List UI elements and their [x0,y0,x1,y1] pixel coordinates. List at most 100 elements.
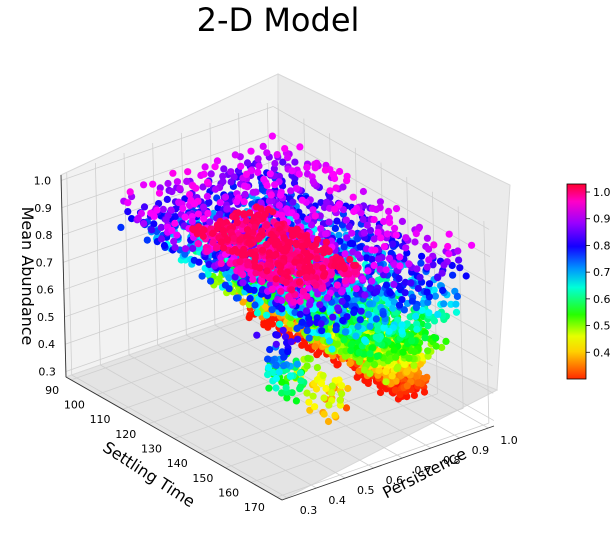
data-point [366,369,374,378]
data-point [267,191,275,199]
data-point [243,226,252,234]
data-point [198,272,206,280]
data-point [349,240,357,248]
data-point [364,310,373,319]
data-point [311,342,319,351]
data-point [302,307,311,315]
data-point [279,362,288,370]
data-point [237,162,245,170]
data-point [370,261,378,269]
data-point [214,224,222,233]
tick-label: 0.5 [37,311,55,324]
data-point [423,263,431,271]
data-point [376,198,384,206]
data-point [283,394,291,402]
data-point [366,350,374,358]
data-point [194,210,202,218]
data-point [372,315,380,323]
data-point [279,247,287,255]
data-point [453,292,461,300]
data-point [186,191,194,199]
data-point [335,231,343,239]
data-point [355,348,363,357]
grid-line [457,206,464,409]
data-point [382,281,391,289]
data-point [246,209,254,217]
data-point [432,334,440,342]
data-point [157,235,166,243]
data-point [462,272,470,280]
data-point [456,264,464,272]
data-point [331,224,339,232]
data-point [278,305,286,313]
tick-label: 0.4 [328,494,346,507]
data-point [373,352,381,360]
data-point [189,244,197,253]
data-point [468,241,476,249]
data-point [254,155,262,163]
data-point [258,278,266,286]
data-point [363,221,371,229]
data-point [233,198,241,206]
data-point [278,389,286,397]
data-point [333,217,341,225]
data-point [288,232,296,240]
data-point [263,181,271,190]
data-point [410,391,418,399]
tick-label: 0.6 [386,474,404,487]
grid-line [71,374,288,499]
data-point [143,236,151,244]
data-point [429,261,437,269]
data-point [361,336,369,344]
data-point [240,198,248,206]
colorbar-tick-label: 0.4 [593,346,611,359]
data-point [325,218,333,226]
data-point [140,220,148,228]
data-point [343,177,351,185]
data-point [410,361,418,369]
data-point [305,398,313,406]
data-point [431,292,439,300]
grid-line [94,162,101,366]
data-point [440,300,448,308]
data-point [355,367,363,375]
data-point [245,286,254,294]
data-point [432,342,440,350]
data-point [395,301,404,309]
data-point [359,215,367,224]
data-point [343,234,351,242]
tick-label: 110 [90,413,111,426]
data-point [425,280,434,288]
axis-line [60,174,67,378]
data-point [298,242,306,250]
data-point [223,236,231,244]
data-point [448,261,456,270]
data-point [275,201,283,209]
data-point [324,417,333,426]
data-point [385,299,393,308]
data-point [263,267,271,275]
data-point [326,187,334,195]
data-point [418,252,426,260]
data-point [204,178,212,186]
grid-line [225,393,438,469]
data-point [445,250,453,258]
data-point [341,277,349,285]
colorbar-tick-label: 0.6 [593,293,611,306]
data-point [408,337,416,345]
data-point [331,205,339,213]
data-point [366,226,375,234]
data-point [311,212,319,220]
data-point [430,317,439,325]
data-point [159,205,167,213]
data-point [332,184,340,192]
data-point [286,320,294,328]
data-point [313,247,321,255]
data-point [164,179,172,188]
colorbar-tick-label: 0.7 [593,266,611,279]
data-point [265,197,273,205]
data-point [227,168,235,176]
data-point [347,347,355,355]
data-point [276,320,284,328]
